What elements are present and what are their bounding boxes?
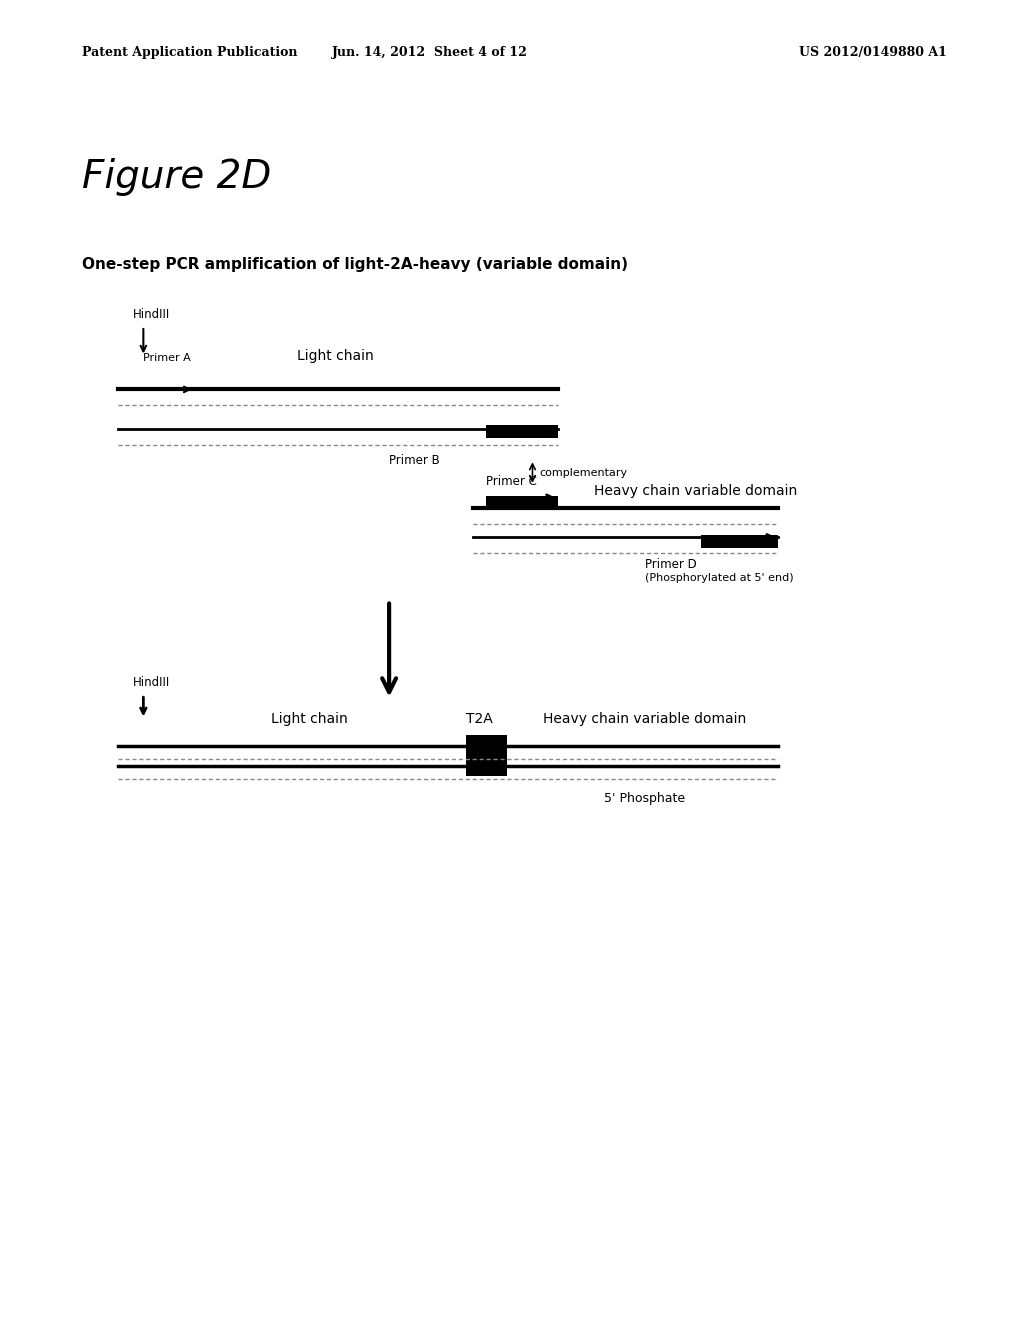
- Text: Primer A: Primer A: [143, 352, 191, 363]
- FancyBboxPatch shape: [466, 735, 507, 756]
- Text: Primer D: Primer D: [645, 558, 697, 572]
- FancyBboxPatch shape: [701, 535, 778, 548]
- Text: Heavy chain variable domain: Heavy chain variable domain: [594, 483, 797, 498]
- Text: Primer B: Primer B: [389, 454, 440, 467]
- Text: Light chain: Light chain: [297, 348, 374, 363]
- Text: HindIII: HindIII: [133, 676, 170, 689]
- Text: Jun. 14, 2012  Sheet 4 of 12: Jun. 14, 2012 Sheet 4 of 12: [332, 46, 528, 59]
- Text: complementary: complementary: [540, 467, 628, 478]
- Text: One-step PCR amplification of light-2A-heavy (variable domain): One-step PCR amplification of light-2A-h…: [82, 257, 628, 272]
- Text: Primer C: Primer C: [486, 475, 538, 488]
- FancyBboxPatch shape: [486, 496, 558, 510]
- Text: Figure 2D: Figure 2D: [82, 158, 271, 197]
- Text: (Phosphorylated at 5' end): (Phosphorylated at 5' end): [645, 573, 794, 583]
- Text: Heavy chain variable domain: Heavy chain variable domain: [543, 711, 745, 726]
- Text: US 2012/0149880 A1: US 2012/0149880 A1: [799, 46, 946, 59]
- Text: Light chain: Light chain: [271, 711, 348, 726]
- Text: 5' Phosphate: 5' Phosphate: [604, 792, 685, 805]
- Text: Patent Application Publication: Patent Application Publication: [82, 46, 297, 59]
- FancyBboxPatch shape: [486, 425, 558, 438]
- FancyBboxPatch shape: [466, 755, 507, 776]
- Text: HindIII: HindIII: [133, 308, 170, 321]
- Text: T2A: T2A: [466, 711, 493, 726]
